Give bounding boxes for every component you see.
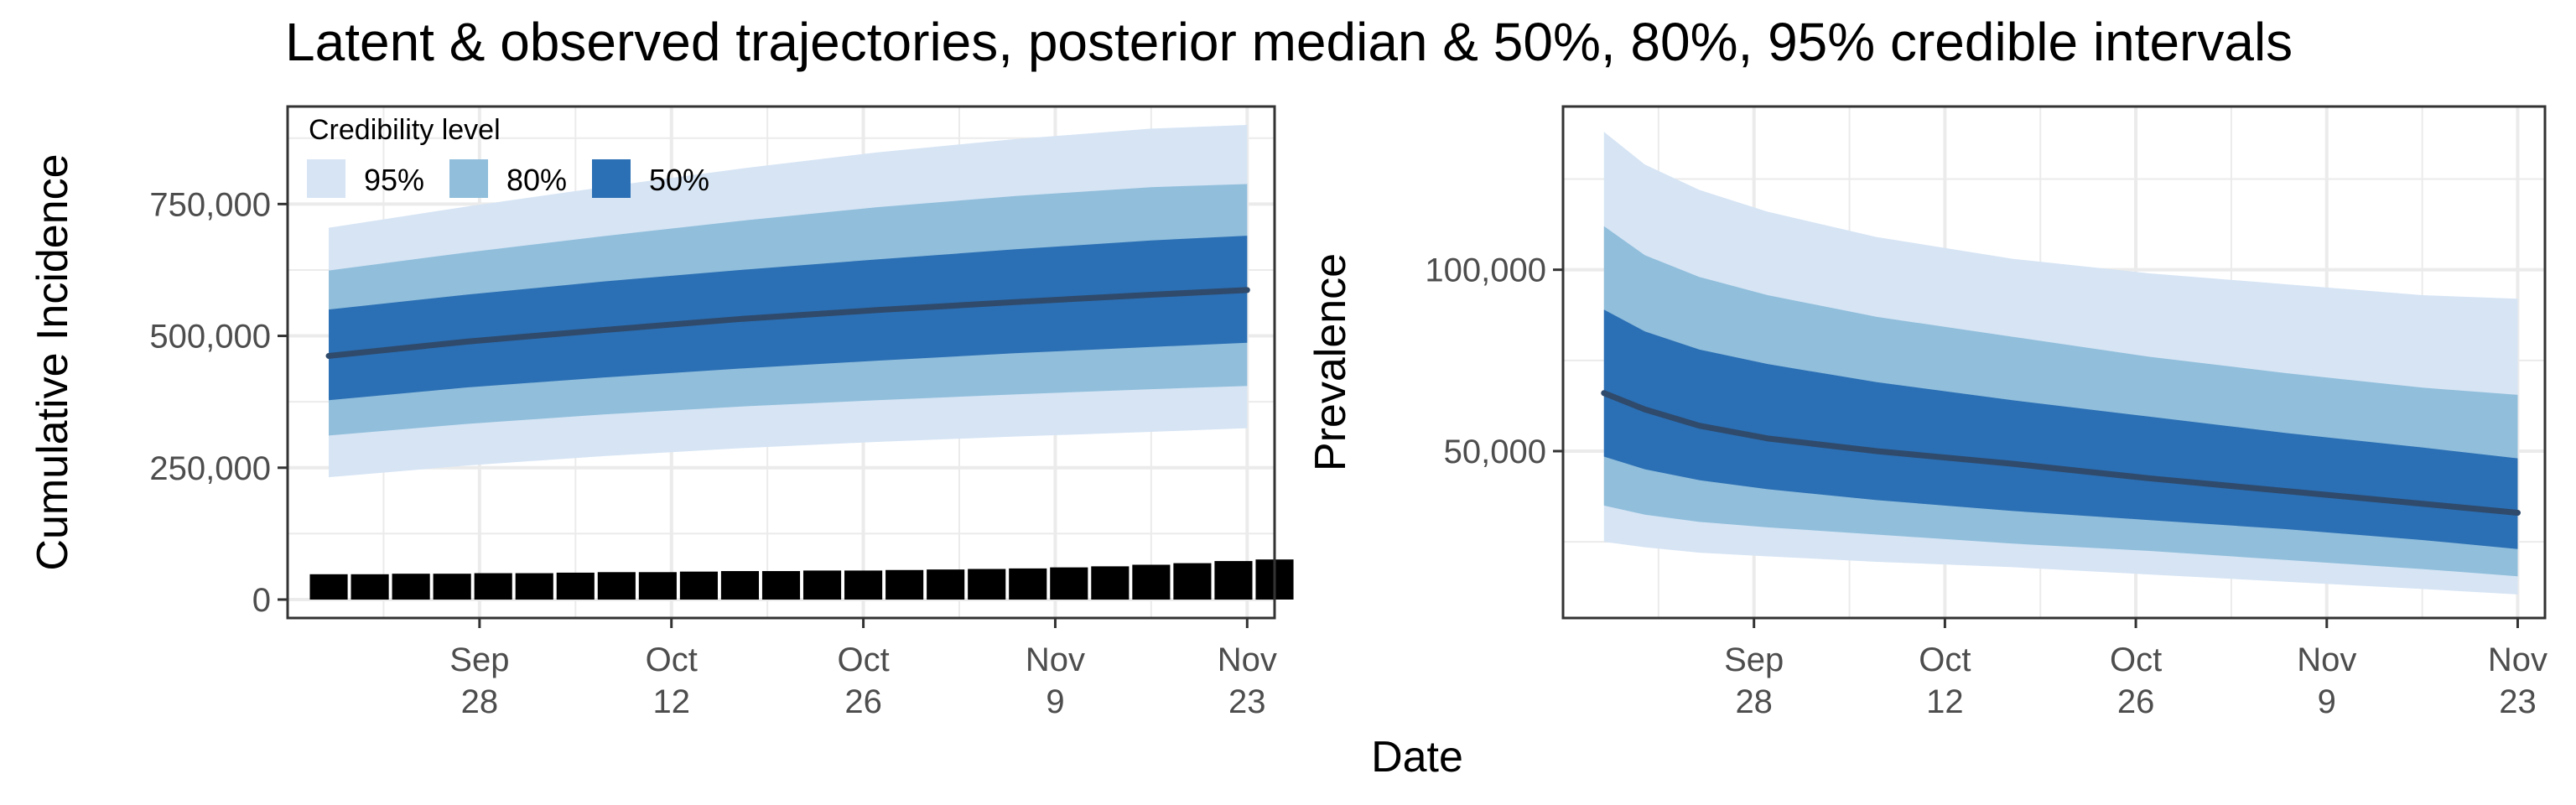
legend-swatch (449, 159, 488, 198)
observed-bar (309, 574, 348, 600)
observed-bar (1214, 561, 1253, 600)
panel-border (1561, 105, 2547, 620)
x-tick-label: Oct (646, 641, 698, 678)
y-tick-label: 750,000 (149, 186, 271, 223)
observed-bar (515, 573, 553, 600)
observed-bar (1009, 568, 1047, 600)
x-tick-label: Nov (2488, 641, 2547, 678)
x-tick-label: 26 (2117, 683, 2155, 720)
observed-bar (1050, 567, 1088, 600)
observed-bar (597, 572, 636, 600)
observed-bar (968, 569, 1006, 600)
observed-bar (927, 569, 965, 600)
median-line (325, 287, 1250, 359)
x-tick-label: 23 (1228, 683, 1266, 720)
x-tick-label: 26 (844, 683, 882, 720)
x-tick-label: 12 (652, 683, 690, 720)
x-tick-label: 12 (1926, 683, 1964, 720)
median-line (1601, 390, 2521, 517)
x-tick-label: Sep (1724, 641, 1784, 678)
figure-title: Latent & observed trajectories, posterio… (285, 12, 2293, 72)
legend-title: Credibility level (309, 114, 501, 146)
x-tick-label: 28 (1735, 683, 1773, 720)
observed-bar (679, 571, 718, 600)
observed-bar (802, 570, 842, 600)
panels: 0 250,000 500,000 750,000 Sep 28 Oct 12 Oct 26 Nov… (29, 105, 2547, 720)
observed-bar (556, 572, 595, 600)
y-tick-label: 100,000 (1425, 252, 1546, 289)
y-tick-label: 250,000 (149, 450, 271, 487)
observed-bar (433, 574, 471, 600)
legend-swatch (307, 159, 345, 198)
panel-border (286, 105, 1276, 620)
legend-label: 50% (649, 163, 709, 197)
x-tick-label: Nov (1026, 641, 1085, 678)
legend: Credibility level 95% 80% 50% (307, 114, 709, 198)
observed-bar (1173, 563, 1212, 600)
observed-bar (886, 569, 924, 600)
shared-x-label: Date (1371, 733, 1463, 782)
observed-bar (392, 574, 430, 600)
observed-bar (844, 570, 883, 600)
y-tick-label: 50,000 (1444, 434, 1546, 470)
panel-2: 50,000 100,000 Sep 28 Oct 12 Oct 26 Nov 9 Nov 23 Pre… (1306, 105, 2547, 720)
x-tick-label: Oct (2110, 641, 2162, 678)
x-tick-label: Sep (449, 641, 509, 678)
x-tick-label: Oct (837, 641, 889, 678)
observed-bar (351, 574, 389, 600)
observed-bar (1132, 564, 1171, 600)
x-tick-label: 9 (2318, 683, 2336, 720)
legend-label: 95% (364, 163, 424, 197)
observed-bar (720, 571, 760, 600)
panel-1: 0 250,000 500,000 750,000 Sep 28 Oct 12 Oct 26 Nov… (29, 105, 1294, 720)
x-tick-label: Nov (2297, 641, 2356, 678)
y-tick-label: 500,000 (149, 319, 271, 356)
observed-bar (1091, 566, 1130, 600)
observed-bar (474, 573, 512, 600)
x-tick-label: 9 (1046, 683, 1064, 720)
observed-bar (761, 571, 801, 600)
x-tick-label: 28 (461, 683, 499, 720)
y-axis-label: Cumulative Incidence (29, 153, 77, 570)
x-tick-label: 23 (2499, 683, 2537, 720)
legend-label: 80% (506, 163, 567, 197)
legend-swatch (592, 159, 631, 198)
y-axis-label: Prevalence (1306, 253, 1355, 471)
x-tick-label: Nov (1218, 641, 1277, 678)
x-tick-label: Oct (1919, 641, 1971, 678)
y-tick-label: 0 (252, 582, 271, 619)
observed-bar (638, 572, 677, 600)
